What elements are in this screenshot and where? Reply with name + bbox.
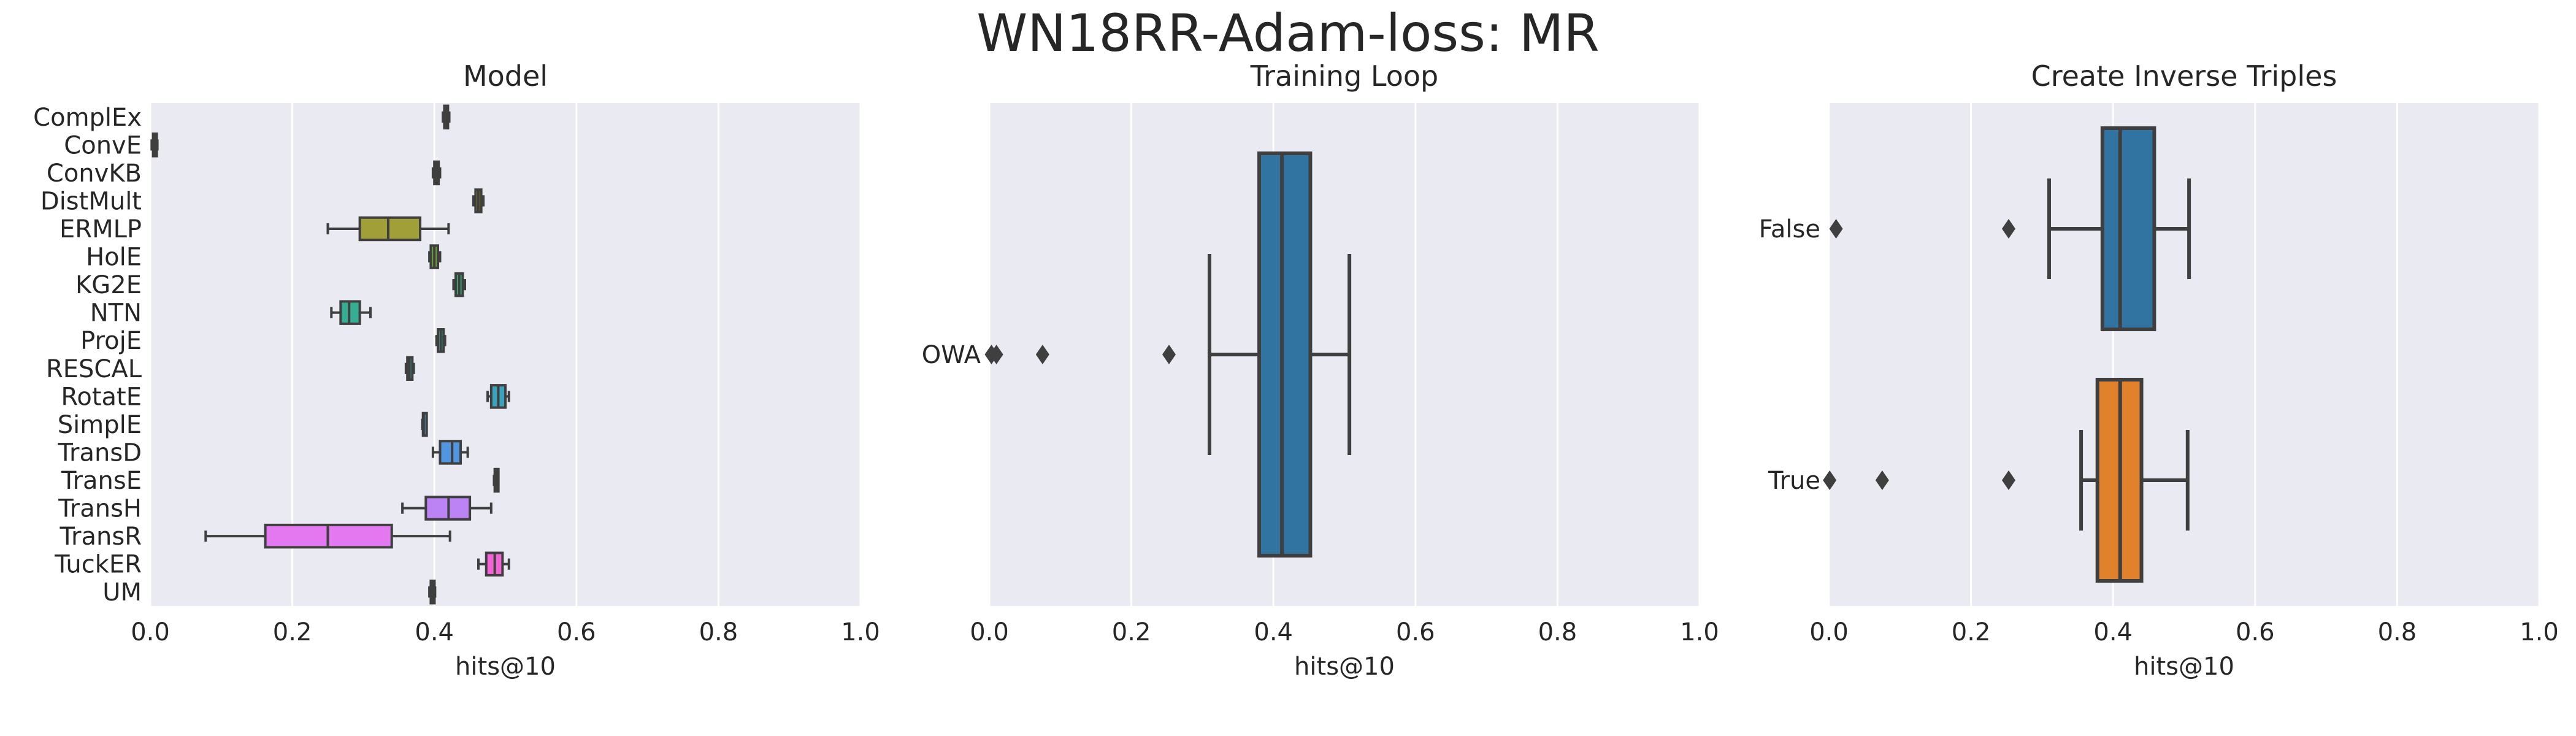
y-tick-label-0-14: TransH	[58, 495, 142, 523]
x-axis-label-1: hits@10	[1294, 653, 1395, 681]
y-tick-label-0-1: ConvE	[64, 131, 142, 159]
x-axis-label-0: hits@10	[455, 653, 556, 681]
y-tick-label-0-2: ConvKB	[47, 159, 142, 188]
x-tick-label-1-3: 0.6	[1396, 618, 1435, 646]
plot-area-2	[1829, 103, 2539, 606]
x-tick-label-0-0: 0.0	[131, 618, 170, 646]
outlier-2-1-1	[1875, 470, 1889, 490]
x-tick-label-1-1: 0.2	[1112, 618, 1151, 646]
x-tick-label-0-5: 1.0	[841, 618, 880, 646]
x-tick-label-2-0: 0.0	[1809, 618, 1849, 646]
x-tick-label-2-4: 0.8	[2378, 618, 2417, 646]
x-tick-label-2-1: 0.2	[1952, 618, 1991, 646]
y-tick-label-0-17: UM	[102, 578, 142, 607]
y-tick-label-0-10: RotatE	[61, 383, 142, 411]
x-tick-label-0-4: 0.8	[699, 618, 738, 646]
y-tick-label-0-12: TransD	[57, 439, 142, 467]
x-tick-label-0-1: 0.2	[273, 618, 312, 646]
y-tick-label-0-7: NTN	[90, 299, 142, 328]
y-tick-label-0-4: ERMLP	[59, 215, 142, 243]
x-tick-label-0-3: 0.6	[557, 618, 596, 646]
y-tick-label-0-16: TuckER	[54, 551, 142, 579]
y-tick-label-0-8: ProjE	[80, 327, 142, 355]
outlier-2-0-0	[1829, 219, 1843, 239]
outlier-2-1-0	[1823, 470, 1837, 490]
box-1-0	[1257, 151, 1313, 558]
y-tick-label-0-6: KG2E	[75, 271, 142, 299]
box-2-0	[2100, 126, 2156, 331]
outlier-1-0-1	[989, 345, 1003, 364]
outlier-2-1-2	[2001, 470, 2015, 490]
x-tick-label-1-5: 1.0	[1680, 618, 1719, 646]
outlier-1-0-3	[1162, 345, 1176, 364]
x-tick-label-0-2: 0.4	[415, 618, 454, 646]
x-tick-label-1-4: 0.8	[1538, 618, 1577, 646]
y-tick-label-2-1: True	[1768, 467, 1820, 495]
figure-title: WN18RR-Adam-loss: MR	[976, 3, 1600, 63]
y-tick-label-0-5: HolE	[86, 243, 142, 272]
plot-area-0	[150, 103, 861, 606]
x-axis-label-2: hits@10	[2134, 653, 2234, 681]
y-tick-label-0-15: TransR	[59, 523, 142, 551]
y-tick-label-1-0: OWA	[922, 341, 981, 369]
x-tick-label-1-0: 0.0	[970, 618, 1009, 646]
outlier-1-0-2	[1035, 345, 1049, 364]
y-tick-label-2-0: False	[1759, 215, 1820, 243]
y-tick-label-0-13: TransE	[61, 467, 142, 495]
x-tick-label-2-2: 0.4	[2093, 618, 2133, 646]
x-tick-label-2-3: 0.6	[2236, 618, 2275, 646]
panel-title-2: Create Inverse Triples	[2031, 59, 2337, 93]
y-tick-label-0-3: DistMult	[40, 187, 142, 215]
y-tick-label-0-9: RESCAL	[46, 355, 142, 383]
y-tick-label-0-11: SimplE	[58, 411, 142, 439]
outlier-2-0-1	[2001, 219, 2015, 239]
panel-title-0: Model	[463, 59, 548, 93]
box-0-12	[439, 440, 462, 465]
x-tick-label-1-2: 0.4	[1254, 618, 1293, 646]
x-tick-label-2-5: 1.0	[2520, 618, 2559, 646]
box-0-4	[358, 216, 422, 242]
panel-title-1: Training Loop	[1250, 59, 1438, 93]
y-tick-label-0-0: ComplEx	[33, 104, 142, 132]
